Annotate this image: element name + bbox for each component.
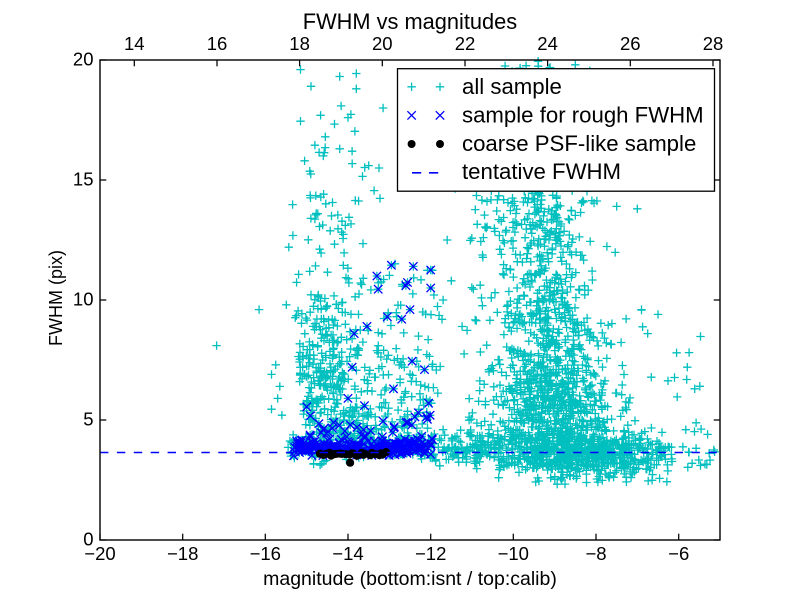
svg-text:14: 14 <box>124 33 145 54</box>
svg-text:5: 5 <box>83 409 93 430</box>
svg-text:sample for rough FWHM: sample for rough FWHM <box>462 102 704 127</box>
svg-text:−8: −8 <box>585 543 606 564</box>
svg-text:tentative FWHM: tentative FWHM <box>462 159 621 184</box>
svg-text:all sample: all sample <box>462 74 562 99</box>
svg-text:22: 22 <box>455 33 476 54</box>
svg-text:10: 10 <box>73 289 94 310</box>
svg-text:26: 26 <box>620 33 641 54</box>
svg-text:18: 18 <box>289 33 310 54</box>
svg-text:−18: −18 <box>167 543 198 564</box>
svg-text:20: 20 <box>372 33 393 54</box>
svg-text:magnitude (bottom:isnt / top:c: magnitude (bottom:isnt / top:calib) <box>263 568 557 590</box>
svg-text:FWHM vs magnitudes: FWHM vs magnitudes <box>303 9 517 34</box>
svg-text:FWHM (pix): FWHM (pix) <box>46 250 66 346</box>
svg-text:15: 15 <box>73 169 94 190</box>
svg-text:−20: −20 <box>84 543 115 564</box>
svg-text:−16: −16 <box>250 543 281 564</box>
svg-text:0: 0 <box>83 529 93 550</box>
svg-text:28: 28 <box>703 33 724 54</box>
svg-text:24: 24 <box>537 33 558 54</box>
svg-text:20: 20 <box>73 49 94 70</box>
svg-text:−14: −14 <box>332 543 363 564</box>
svg-text:−6: −6 <box>668 543 689 564</box>
svg-text:−10: −10 <box>498 543 529 564</box>
svg-text:16: 16 <box>207 33 228 54</box>
svg-text:−12: −12 <box>415 543 446 564</box>
svg-text:coarse PSF-like sample: coarse PSF-like sample <box>462 131 696 156</box>
